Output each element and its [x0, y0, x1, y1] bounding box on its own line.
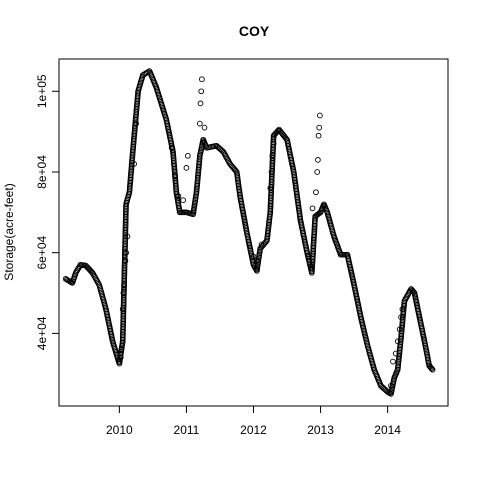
data-point [180, 197, 186, 204]
x-axis: 2010 2011 2012 2013 2014 [106, 405, 401, 437]
y-tick-label: 6e+04 [35, 235, 49, 269]
data-point [120, 290, 127, 296]
data-point [172, 173, 178, 179]
y-tick-label: 4e+04 [35, 316, 49, 350]
y-axis: 4e+04 6e+04 8e+04 1e+05 [35, 74, 60, 350]
data-point [168, 144, 175, 151]
data-point [309, 205, 316, 212]
data-point [398, 314, 404, 321]
data-points [62, 68, 436, 397]
data-point [313, 189, 319, 196]
data-point [258, 241, 265, 248]
data-point [117, 354, 124, 361]
data-point [254, 257, 260, 264]
data-point [201, 124, 208, 131]
data-point [316, 124, 323, 131]
data-point [270, 140, 277, 147]
data-point [388, 382, 394, 389]
data-point [315, 157, 321, 163]
data-point [119, 306, 126, 313]
data-point [428, 365, 435, 372]
x-tick-label: 2014 [374, 423, 401, 437]
y-tick-label: 1e+05 [35, 74, 49, 108]
x-tick-label: 2010 [106, 423, 133, 437]
data-point [123, 249, 129, 256]
data-point [196, 120, 203, 127]
data-point [124, 233, 131, 240]
data-point [131, 161, 137, 167]
data-point [267, 185, 274, 191]
x-tick-label: 2013 [307, 423, 334, 437]
data-point [122, 257, 129, 264]
data-point [268, 169, 275, 175]
data-point [399, 306, 406, 313]
data-point [392, 350, 399, 357]
data-point [199, 76, 205, 83]
data-point [175, 193, 182, 200]
data-point [269, 152, 276, 159]
data-point [118, 346, 125, 353]
data-point [314, 169, 321, 175]
data-point [317, 112, 323, 119]
data-point [390, 358, 396, 365]
data-point [133, 120, 139, 127]
chart-title: COY [239, 23, 270, 39]
data-point [198, 88, 205, 95]
x-tick-label: 2011 [174, 423, 200, 437]
data-point [197, 100, 204, 107]
data-point [396, 326, 403, 333]
y-axis-label: Storage(acre-feet) [2, 183, 16, 280]
y-tick-label: 8e+04 [35, 155, 49, 189]
data-point [305, 253, 312, 260]
data-point [183, 165, 190, 171]
data-point [429, 366, 436, 373]
x-tick-label: 2012 [240, 423, 267, 437]
data-point [184, 152, 191, 159]
data-point [315, 132, 322, 139]
data-point [250, 253, 257, 260]
data-point [121, 282, 127, 288]
data-point [394, 338, 401, 345]
